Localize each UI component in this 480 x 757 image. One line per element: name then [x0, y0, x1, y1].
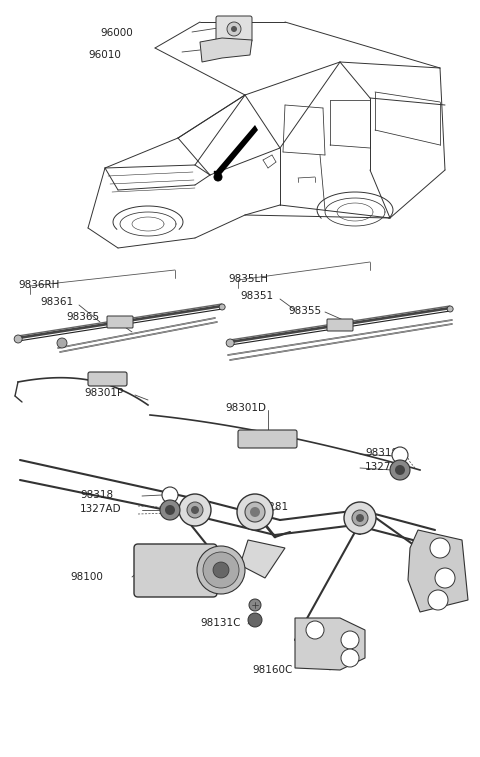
Circle shape	[245, 502, 265, 522]
Circle shape	[197, 546, 245, 594]
FancyBboxPatch shape	[216, 16, 252, 42]
FancyBboxPatch shape	[238, 430, 297, 448]
FancyBboxPatch shape	[107, 316, 133, 328]
Text: 98355: 98355	[288, 306, 321, 316]
Circle shape	[162, 487, 178, 503]
Text: 98281: 98281	[255, 502, 288, 512]
Circle shape	[306, 621, 324, 639]
Circle shape	[14, 335, 22, 343]
Circle shape	[213, 562, 229, 578]
Polygon shape	[215, 125, 258, 178]
Circle shape	[160, 500, 180, 520]
Polygon shape	[200, 38, 252, 62]
Circle shape	[57, 338, 67, 348]
Text: 96010: 96010	[88, 50, 121, 60]
Text: 98100: 98100	[70, 572, 103, 582]
Circle shape	[395, 465, 405, 475]
Polygon shape	[295, 618, 365, 670]
Circle shape	[390, 460, 410, 480]
Text: 98351: 98351	[240, 291, 273, 301]
FancyBboxPatch shape	[327, 319, 353, 331]
Polygon shape	[408, 530, 468, 612]
Circle shape	[248, 613, 262, 627]
Text: 96000: 96000	[100, 28, 133, 38]
Circle shape	[430, 538, 450, 558]
Circle shape	[249, 599, 261, 611]
FancyBboxPatch shape	[134, 544, 217, 597]
Circle shape	[231, 26, 237, 32]
Circle shape	[179, 494, 211, 526]
Text: 98361: 98361	[40, 297, 73, 307]
Circle shape	[250, 507, 260, 517]
Circle shape	[226, 339, 234, 347]
Circle shape	[165, 505, 175, 515]
Circle shape	[203, 552, 239, 588]
Circle shape	[237, 494, 273, 530]
Text: 98301D: 98301D	[225, 403, 266, 413]
Circle shape	[191, 506, 199, 514]
Text: 1327AD: 1327AD	[80, 504, 121, 514]
FancyBboxPatch shape	[88, 372, 127, 386]
Circle shape	[356, 514, 364, 522]
Text: 98160C: 98160C	[252, 665, 292, 675]
Text: 98131C: 98131C	[200, 618, 240, 628]
Text: 98301P: 98301P	[84, 388, 123, 398]
Circle shape	[428, 590, 448, 610]
Text: 9836RH: 9836RH	[18, 280, 60, 290]
Text: 98365: 98365	[66, 312, 99, 322]
Text: 98318: 98318	[365, 448, 398, 458]
Text: 98318: 98318	[80, 490, 113, 500]
Circle shape	[214, 173, 222, 181]
Polygon shape	[240, 540, 285, 578]
Circle shape	[341, 631, 359, 649]
Circle shape	[219, 304, 225, 310]
Circle shape	[227, 22, 241, 36]
Circle shape	[187, 502, 203, 518]
Circle shape	[435, 568, 455, 588]
Circle shape	[392, 447, 408, 463]
Circle shape	[341, 649, 359, 667]
Text: 1327AD: 1327AD	[365, 462, 407, 472]
Circle shape	[447, 306, 453, 312]
Circle shape	[352, 510, 368, 526]
Circle shape	[344, 502, 376, 534]
Text: 9835LH: 9835LH	[228, 274, 268, 284]
